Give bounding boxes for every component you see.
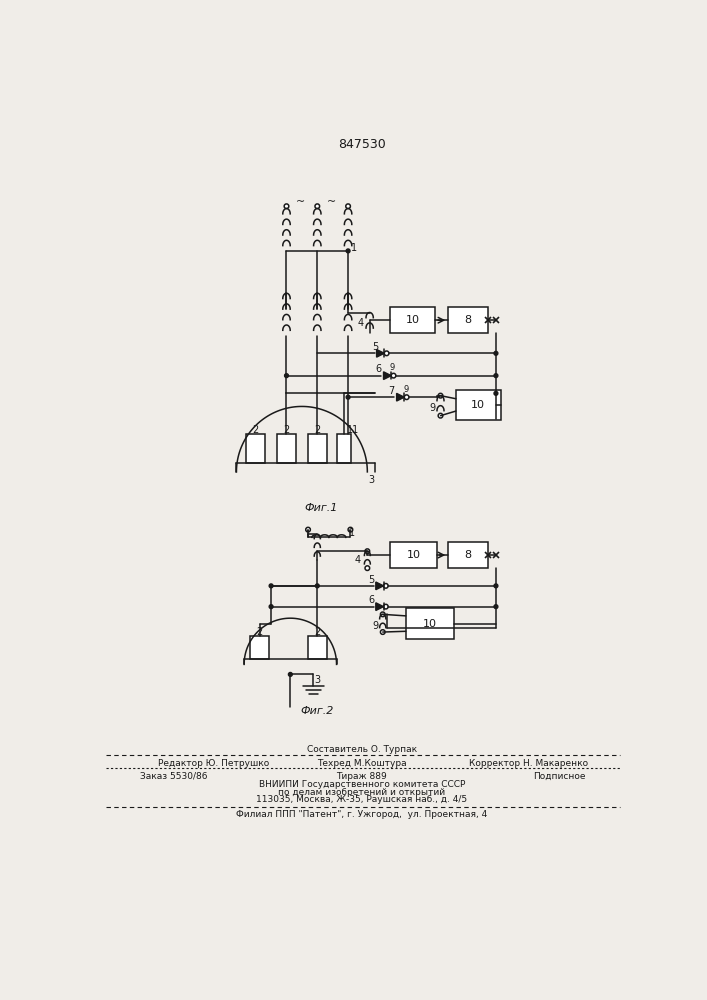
Text: 1: 1 bbox=[351, 243, 357, 253]
Bar bbox=[337, 434, 351, 463]
Text: 10: 10 bbox=[407, 550, 421, 560]
Text: 1: 1 bbox=[349, 528, 355, 538]
Circle shape bbox=[383, 584, 388, 588]
Text: 7: 7 bbox=[388, 386, 395, 396]
Text: Тираж 889: Тираж 889 bbox=[337, 772, 387, 781]
Text: 113035, Москва, Ж-35, Раушская наб., д. 4/5: 113035, Москва, Ж-35, Раушская наб., д. … bbox=[257, 795, 467, 804]
Text: 11: 11 bbox=[347, 425, 360, 435]
Polygon shape bbox=[377, 349, 385, 357]
Circle shape bbox=[346, 249, 350, 253]
Circle shape bbox=[385, 351, 389, 356]
Text: ~: ~ bbox=[327, 197, 336, 207]
Text: Подписное: Подписное bbox=[534, 772, 586, 781]
Text: по делам изобретений и открытий: по делам изобретений и открытий bbox=[279, 788, 445, 797]
Text: 8: 8 bbox=[464, 315, 472, 325]
Polygon shape bbox=[376, 582, 383, 590]
Text: 2: 2 bbox=[284, 425, 290, 435]
Circle shape bbox=[404, 395, 409, 400]
Text: 6: 6 bbox=[376, 364, 382, 374]
Bar bbox=[406, 608, 454, 639]
Text: 8: 8 bbox=[464, 550, 472, 560]
Text: Редактор Ю. Петрушко: Редактор Ю. Петрушко bbox=[158, 759, 269, 768]
Text: ~: ~ bbox=[296, 197, 305, 207]
Text: 3: 3 bbox=[368, 475, 374, 485]
Bar bbox=[456, 390, 501, 420]
Text: 2: 2 bbox=[252, 425, 259, 435]
Text: Техред М.Коштура: Техред М.Коштура bbox=[317, 759, 407, 768]
Text: Фиг.1: Фиг.1 bbox=[305, 503, 338, 513]
Bar bbox=[277, 434, 296, 463]
Circle shape bbox=[365, 566, 370, 570]
Circle shape bbox=[391, 373, 396, 378]
Circle shape bbox=[346, 395, 350, 399]
Text: 4: 4 bbox=[355, 555, 361, 565]
Text: 9: 9 bbox=[372, 621, 378, 631]
Circle shape bbox=[438, 413, 443, 418]
Text: 10: 10 bbox=[406, 315, 420, 325]
Bar bbox=[448, 542, 489, 568]
Text: ВНИИПИ Государственного комитета СССР: ВНИИПИ Государственного комитета СССР bbox=[259, 780, 465, 789]
Text: Заказ 5530/86: Заказ 5530/86 bbox=[140, 772, 208, 781]
Circle shape bbox=[383, 604, 388, 609]
Text: 5: 5 bbox=[368, 575, 374, 585]
Polygon shape bbox=[383, 372, 391, 379]
Text: 10: 10 bbox=[423, 619, 437, 629]
Text: 2: 2 bbox=[257, 627, 263, 637]
Circle shape bbox=[380, 612, 385, 617]
Circle shape bbox=[284, 374, 288, 378]
Bar bbox=[390, 307, 435, 333]
Circle shape bbox=[494, 391, 498, 395]
Text: 10: 10 bbox=[472, 400, 485, 410]
Bar bbox=[448, 307, 489, 333]
Circle shape bbox=[438, 393, 443, 398]
Circle shape bbox=[305, 527, 310, 532]
Bar bbox=[390, 542, 437, 568]
Text: 4: 4 bbox=[357, 318, 363, 328]
Text: 5: 5 bbox=[372, 342, 378, 352]
Circle shape bbox=[365, 549, 370, 554]
Bar bbox=[308, 434, 327, 463]
Circle shape bbox=[288, 672, 292, 676]
Bar bbox=[247, 434, 265, 463]
Text: 6: 6 bbox=[368, 595, 374, 605]
Circle shape bbox=[494, 584, 498, 588]
Circle shape bbox=[284, 204, 288, 209]
Text: 9: 9 bbox=[390, 363, 395, 372]
Text: Корректор Н. Макаренко: Корректор Н. Макаренко bbox=[469, 759, 589, 768]
Circle shape bbox=[315, 204, 320, 209]
Circle shape bbox=[494, 374, 498, 378]
Text: 2: 2 bbox=[314, 627, 320, 637]
Bar bbox=[308, 636, 327, 659]
Circle shape bbox=[380, 630, 385, 634]
Text: 2: 2 bbox=[314, 425, 320, 435]
Text: 9: 9 bbox=[403, 385, 409, 394]
Polygon shape bbox=[376, 603, 383, 610]
Circle shape bbox=[494, 351, 498, 355]
Text: 847530: 847530 bbox=[338, 138, 386, 151]
Circle shape bbox=[315, 584, 320, 588]
Circle shape bbox=[269, 605, 273, 609]
Circle shape bbox=[348, 527, 353, 532]
Circle shape bbox=[346, 204, 351, 209]
Text: Филиал ППП "Патент", г. Ужгород,  ул. Проектная, 4: Филиал ППП "Патент", г. Ужгород, ул. Про… bbox=[236, 810, 488, 819]
Circle shape bbox=[269, 584, 273, 588]
Circle shape bbox=[494, 605, 498, 609]
Text: Составитель О. Турпак: Составитель О. Турпак bbox=[307, 745, 417, 754]
Text: 9: 9 bbox=[429, 403, 435, 413]
Text: Фиг.2: Фиг.2 bbox=[300, 706, 334, 716]
Polygon shape bbox=[397, 393, 404, 401]
Text: 3: 3 bbox=[314, 675, 320, 685]
Bar bbox=[250, 636, 269, 659]
